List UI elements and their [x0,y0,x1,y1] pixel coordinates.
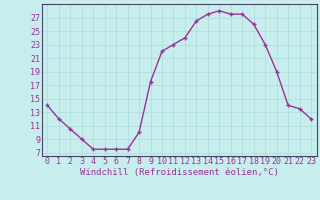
X-axis label: Windchill (Refroidissement éolien,°C): Windchill (Refroidissement éolien,°C) [80,168,279,177]
